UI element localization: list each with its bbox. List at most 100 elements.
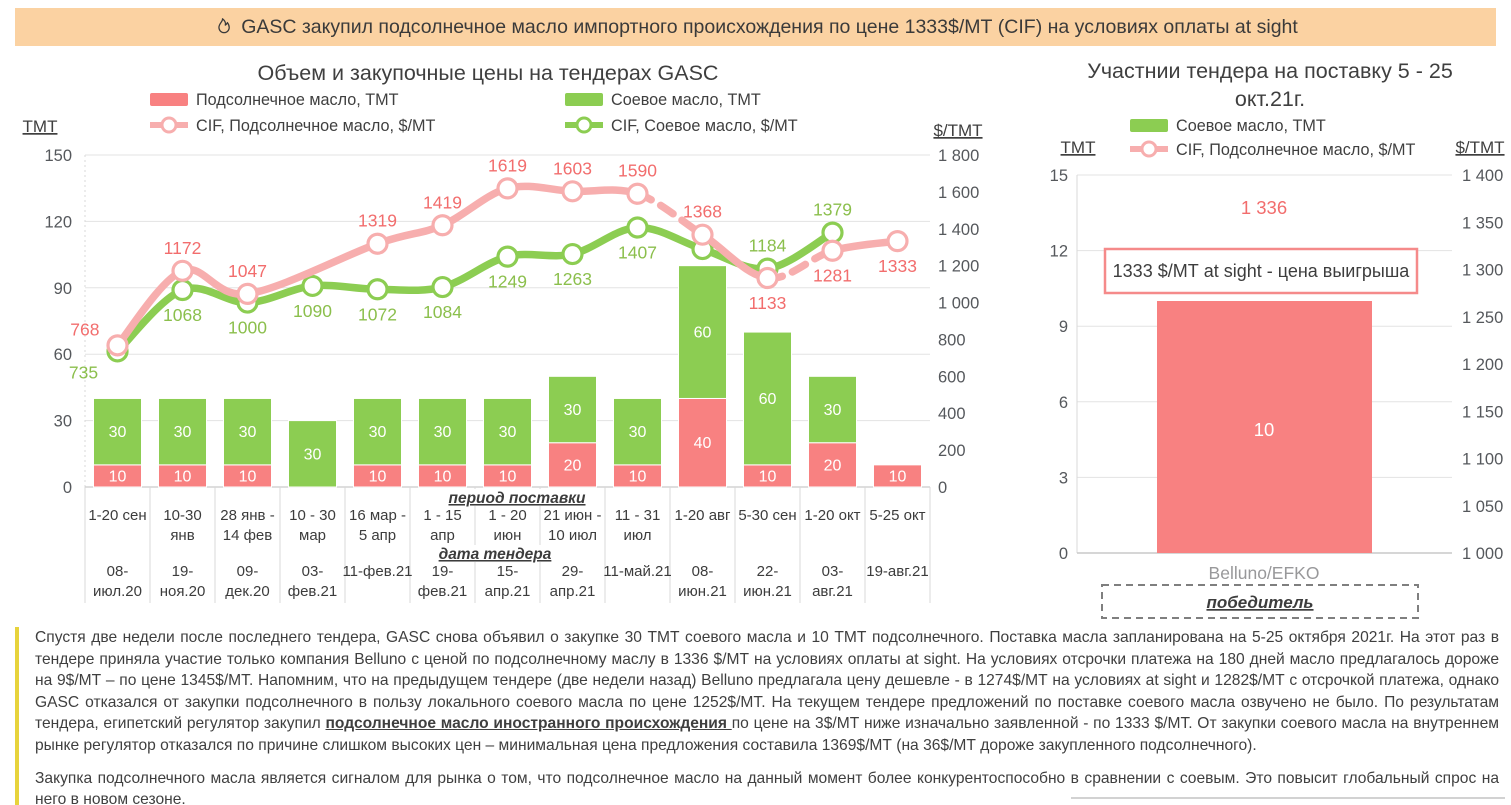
bar-segment (548, 442, 597, 488)
bar-segment (678, 265, 727, 399)
right-tick-label: 1 400 (938, 221, 979, 239)
date-label: фев.21 (418, 583, 468, 600)
date-label: июн.21 (678, 583, 727, 600)
flame-icon (218, 17, 231, 33)
point-marker (496, 245, 519, 268)
date-label: 03- (302, 563, 324, 580)
date-label: 19-авг.21 (866, 563, 928, 580)
period-label: 14 фев (223, 527, 273, 544)
point-value-label: 1047 (228, 261, 267, 281)
bar-value-label: 10 (1254, 419, 1275, 440)
period-label: 1-20 окт (804, 507, 860, 524)
date-label: апр.21 (485, 583, 531, 600)
point-marker (691, 223, 714, 246)
point-marker (626, 216, 649, 239)
point-value-label: 1407 (618, 242, 657, 262)
commentary-paragraph-1: Спустя две недели после последнего тенде… (35, 627, 1499, 757)
point-value-label: 1172 (164, 238, 202, 258)
legend-swatch-marker (160, 116, 178, 134)
bar-value-label: 10 (239, 468, 257, 485)
bar-value-label: 30 (109, 424, 127, 441)
commentary-paragraph-2: Закупка подсолнечного масла является сиг… (35, 769, 1499, 805)
right-axis-caption: $/ТМТ (933, 121, 982, 140)
right-tick-label: 1 600 (938, 184, 979, 202)
left-axis-caption: ТМТ (23, 117, 58, 136)
point-marker (366, 232, 389, 255)
x-header-period: период поставки (448, 490, 586, 507)
point-marker (756, 266, 779, 290)
point-marker (366, 278, 389, 301)
headline-text: GASC закупил подсолнечное масло импортно… (241, 15, 1298, 38)
bar-value-label: 30 (239, 424, 257, 441)
point-marker (561, 242, 584, 266)
bar-value-label: 40 (694, 435, 712, 452)
right-tick-label: 200 (938, 442, 966, 460)
bar-value-label: 10 (174, 468, 192, 485)
date-label: фев.21 (288, 583, 338, 600)
bar-value-label: 20 (824, 457, 842, 474)
date-label: ноя.20 (160, 583, 206, 600)
date-label: июл.20 (93, 583, 142, 600)
point-value-label: 1419 (423, 192, 462, 212)
left-tick-label: 6 (1059, 394, 1068, 412)
right-tick-label: 0 (938, 479, 947, 497)
bar-segment (1157, 301, 1372, 553)
date-label: 03- (822, 563, 844, 580)
date-label: авг.21 (812, 583, 853, 600)
point-marker (561, 180, 584, 203)
legend-swatch-bar (150, 93, 188, 106)
point-marker (171, 278, 194, 302)
point-value-label: 1319 (358, 211, 397, 231)
annotation-text: 1333 $/МТ at sight - цена выигрыша (1113, 261, 1411, 281)
bar-segment (613, 397, 662, 466)
period-label: июн (494, 527, 522, 544)
point-value-label: 1368 (683, 202, 722, 222)
bar-segment (678, 397, 727, 488)
legend-swatch-marker (575, 116, 593, 134)
period-label: 10-30 (163, 507, 201, 524)
right-tick-label: 1 350 (1462, 214, 1503, 232)
bar-segment (743, 331, 792, 466)
bar-value-label: 30 (434, 424, 452, 441)
bar-segment (223, 397, 272, 466)
period-label: 10 июл (548, 527, 597, 544)
commentary-block: Спустя две недели после последнего тенде… (15, 627, 1499, 805)
bar-value-label: 30 (499, 424, 517, 441)
point-value-label: 1263 (553, 269, 592, 289)
bar-value-label: 60 (694, 325, 712, 342)
date-label: 08- (692, 563, 714, 580)
point-marker (301, 274, 324, 298)
header-backdrop (425, 545, 567, 562)
point-value-label: 1184 (749, 236, 787, 256)
period-label: апр (430, 527, 455, 544)
point-marker (821, 221, 844, 244)
period-label: мар (299, 527, 326, 544)
x-header-date: дата тендера (439, 546, 552, 563)
point-value-label: 1068 (163, 305, 202, 325)
legend-label: CIF, Соевое масло, $/МТ (611, 117, 798, 135)
footer-divider (1071, 797, 1505, 799)
left-axis-caption: ТМТ (1061, 138, 1096, 157)
right-tick-label: 1 150 (1462, 403, 1503, 421)
right-tick-label: 400 (938, 405, 966, 423)
chart-tender-participants: Участнии тендера на поставку 5 - 25 окт.2… (1050, 59, 1505, 619)
period-label: 5 апр (359, 527, 396, 544)
chart-title: Объем и закупочные цены на тендерах GASC (258, 61, 719, 85)
left-tick-label: 12 (1050, 243, 1068, 261)
point-value-label: 1619 (488, 155, 527, 175)
left-tick-label: 90 (54, 280, 72, 298)
period-label: 1 - 15 (423, 507, 461, 524)
legend-label: Соевое масло, ТМТ (1176, 117, 1326, 135)
date-label: 22- (757, 563, 779, 580)
right-axis-caption: $/ТМТ (1455, 138, 1504, 157)
point-value-label: 768 (70, 319, 99, 339)
date-label: 11-фев.21 (342, 563, 412, 580)
bar-segment (353, 397, 402, 466)
period-label: июл (623, 527, 651, 544)
right-tick-label: 1 200 (938, 258, 979, 276)
period-label: 5-25 окт (869, 507, 925, 524)
paragraph-text: по цене на 3$/МТ ниже изначально заявлен… (35, 715, 1499, 754)
point-marker (236, 282, 259, 305)
point-marker (886, 230, 909, 253)
point-value-label: 1603 (553, 158, 592, 178)
